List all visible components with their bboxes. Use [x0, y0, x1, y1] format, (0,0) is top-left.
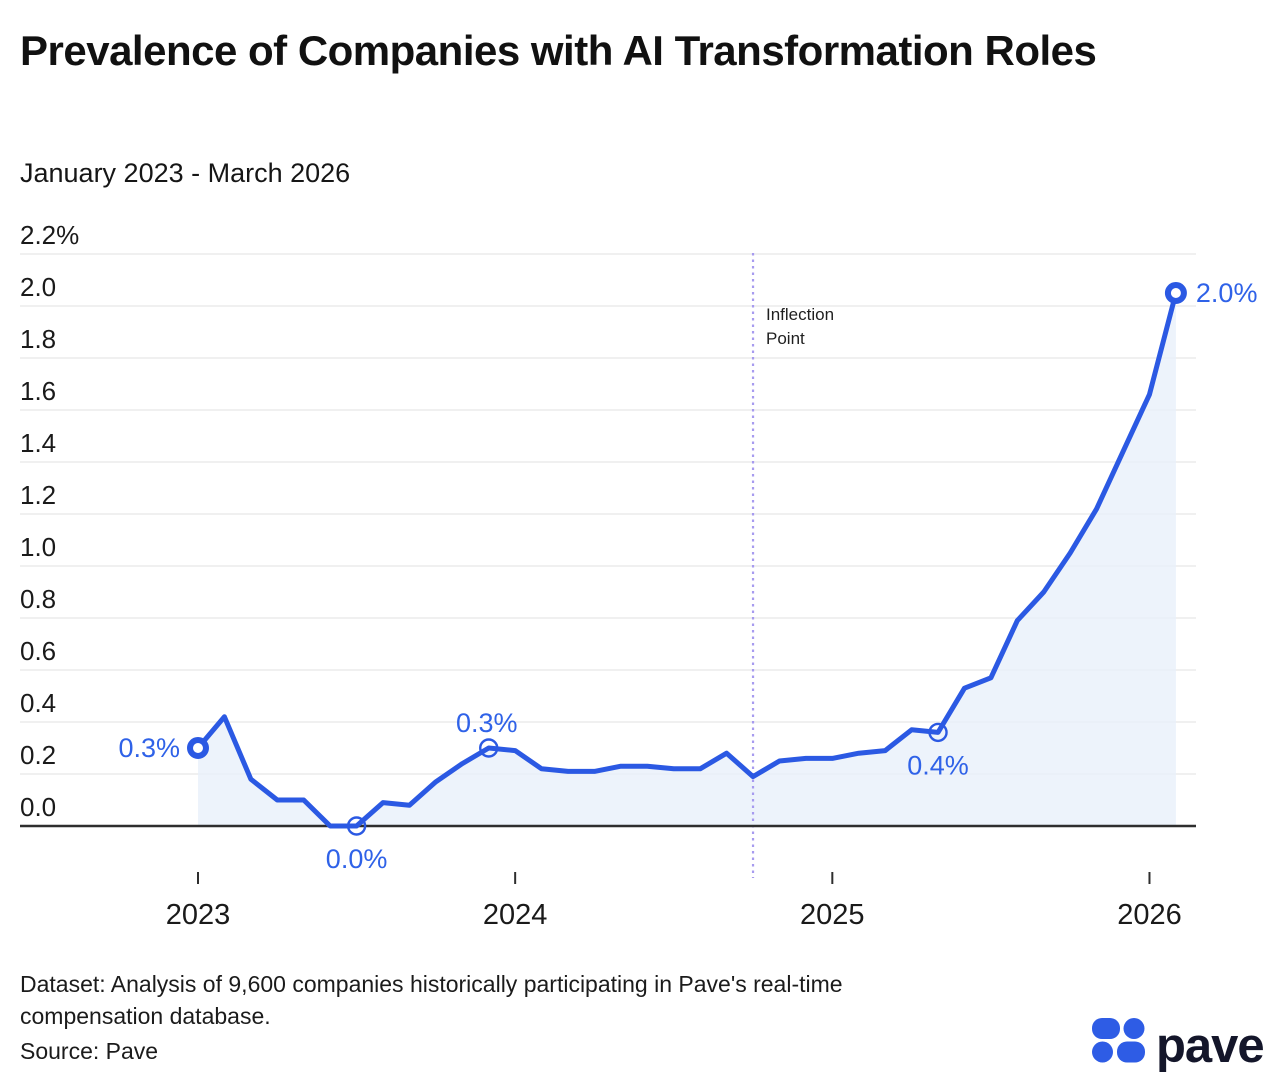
series-polyline	[195, 290, 1179, 829]
y-tick-label: 0.0	[20, 792, 56, 822]
y-tick-label: 1.6	[20, 376, 56, 406]
y-tick-label: 2.0	[20, 272, 56, 302]
data-point-label: 0.4%	[907, 750, 969, 780]
data-point-label: 0.3%	[118, 733, 180, 763]
y-tick-label: 1.2	[20, 480, 56, 510]
series-area	[198, 293, 1176, 826]
dataset-note: Dataset: Analysis of 9,600 companies his…	[20, 971, 843, 1029]
chart-subtitle: January 2023 - March 2026	[20, 158, 351, 188]
x-axis	[20, 824, 1196, 884]
data-point-marker	[346, 816, 367, 836]
series-area-fill	[198, 293, 1176, 826]
x-tick-label: 2023	[166, 899, 231, 931]
y-tick-label: 2.2%	[20, 220, 79, 250]
y-axis-labels: 2.2% 2.0 1.8 1.6 1.4 1.2 1.0 0.8 0.6 0.4 0.2 0.0	[20, 220, 79, 822]
data-point-label: 2.0%	[1196, 278, 1258, 308]
data-point-marker	[928, 722, 948, 743]
point-markers	[187, 282, 1187, 836]
inflection-point-annotation: Inflection Point	[766, 305, 835, 348]
x-tick-label: 2024	[483, 899, 548, 931]
data-point-label: 0.0%	[326, 844, 388, 874]
x-tick-label: 2025	[800, 899, 865, 931]
y-tick-label: 1.0	[20, 532, 56, 562]
data-point-marker-bold	[1164, 282, 1187, 304]
y-tick-label: 0.2	[20, 740, 56, 770]
source-note: Source: Pave	[20, 1038, 159, 1064]
data-point-marker-bold	[187, 737, 209, 759]
y-tick-label: 0.6	[20, 636, 56, 666]
page-title: Prevalence of Companies with AI Transfor…	[20, 27, 1097, 74]
pave-logo-mark	[1092, 1018, 1145, 1063]
y-tick-label: 0.4	[20, 688, 56, 718]
point-labels: 0.3% 0.0% 0.3% 0.4% 2.0%	[118, 278, 1257, 874]
data-point-marker	[479, 738, 499, 758]
data-point-label: 0.3%	[456, 708, 518, 738]
y-tick-label: 1.4	[20, 428, 56, 458]
series-line	[195, 290, 1179, 829]
x-tick-label: 2026	[1117, 899, 1182, 931]
x-axis-labels: 2023 2024 2025 2026	[166, 899, 1182, 931]
y-tick-label: 1.8	[20, 324, 56, 354]
pave-logo: pave	[1092, 1018, 1265, 1072]
y-tick-label: 0.8	[20, 584, 56, 614]
pave-logo-wordmark: pave	[1156, 1019, 1264, 1072]
